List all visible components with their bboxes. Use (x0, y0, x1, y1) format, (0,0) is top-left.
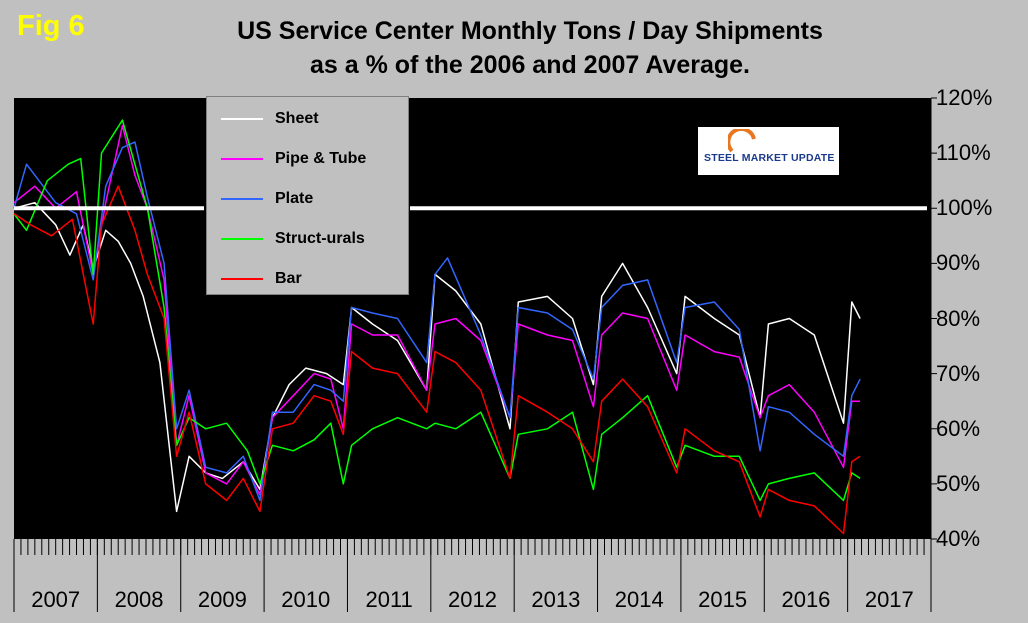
chart-legend: Sheet Pipe & Tube Plate Struct-urals Bar (206, 96, 409, 295)
legend-swatch (221, 118, 263, 120)
y-tick-label: 80% (936, 305, 981, 331)
x-year-label: 2007 (31, 587, 81, 612)
x-year-label: 2009 (197, 587, 247, 612)
chart-title: US Service Center Monthly Tons / Day Shi… (0, 14, 1028, 82)
legend-swatch (221, 238, 263, 240)
series-line-sheet (13, 201, 861, 513)
legend-item: Struct-urals (207, 229, 408, 249)
legend-label: Pipe & Tube (275, 150, 367, 167)
legend-swatch (221, 198, 263, 200)
legend-item: Pipe & Tube (207, 149, 408, 169)
x-year-label: 2016 (781, 587, 831, 612)
y-tick-label: 50% (936, 470, 981, 496)
x-year-label: 2012 (448, 587, 497, 612)
legend-label: Sheet (275, 110, 319, 127)
legend-swatch (221, 158, 263, 160)
x-year-label: 2017 (864, 587, 914, 612)
x-year-label: 2015 (698, 587, 748, 612)
x-year-label: 2011 (365, 587, 413, 612)
legend-item: Bar (207, 269, 408, 289)
x-year-label: 2013 (531, 587, 581, 612)
series-layer (13, 119, 861, 535)
series-line-bar (13, 185, 861, 535)
y-tick-label: 70% (936, 360, 981, 386)
x-year-label: 2010 (281, 587, 331, 612)
series-line-plate (13, 141, 861, 502)
legend-label: Bar (275, 270, 302, 287)
legend-item: Sheet (207, 109, 408, 129)
y-tick-label: 110% (936, 140, 991, 166)
logo-text: STEEL MARKET UPDATE (704, 152, 835, 164)
y-tick-label: 120% (936, 85, 993, 110)
series-line-struct-urals (13, 119, 861, 502)
legend-swatch (221, 278, 263, 280)
figure-label: Fig 6 (17, 10, 85, 42)
legend-item: Plate (207, 189, 408, 209)
y-tick-label: 60% (936, 415, 981, 441)
x-year-label: 2014 (614, 587, 664, 612)
legend-label: Struct-urals (275, 230, 365, 247)
series-line-pipe-tube (13, 124, 861, 496)
steel-market-update-logo: STEEL MARKET UPDATE (698, 127, 839, 175)
x-year-label: 2008 (114, 587, 164, 612)
chart-title-line-2: as a % of the 2006 and 2007 Average. (309, 51, 751, 79)
logo-arc-icon (728, 129, 756, 153)
y-tick-label: 100% (936, 195, 993, 221)
y-tick-label: 90% (936, 250, 981, 276)
axis-layer (13, 97, 937, 612)
chart-title-line-1: US Service Center Monthly Tons / Day Shi… (237, 17, 823, 45)
y-tick-label: 40% (936, 526, 981, 551)
legend-label: Plate (275, 190, 314, 207)
